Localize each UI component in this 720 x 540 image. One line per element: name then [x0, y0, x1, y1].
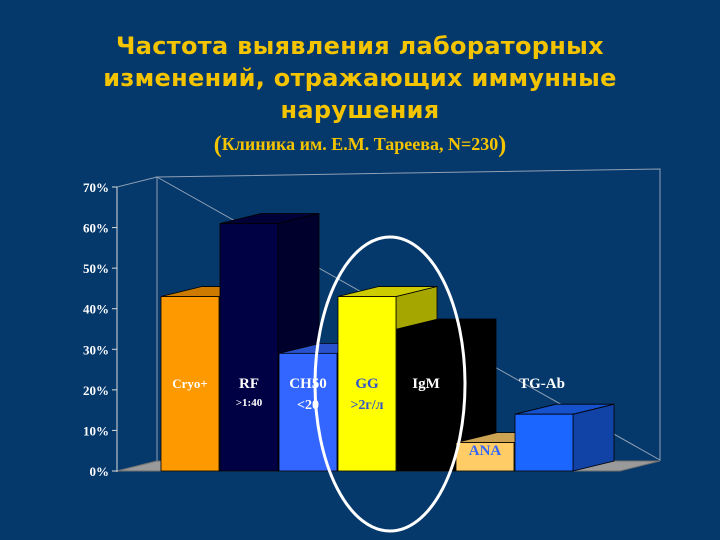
bar-label: TG-Ab — [519, 376, 565, 392]
bar-label: CH50 — [289, 376, 327, 392]
bar-side — [572, 403, 615, 472]
bar-label: ANA — [469, 443, 502, 459]
y-tick-label: 30% — [83, 342, 109, 357]
chart-subtitle: (Клиника им. Е.М. Тареева, N=230) — [0, 132, 720, 159]
title-line-1: Частота выявления лабораторных — [116, 32, 604, 60]
bar-sub-label: >1:40 — [236, 397, 263, 409]
y-tick-label: 60% — [83, 221, 109, 236]
bar — [219, 223, 279, 472]
bar — [337, 296, 397, 472]
subtitle-close-paren: ) — [498, 132, 507, 158]
highlight-ellipse — [313, 235, 467, 533]
subtitle-open-paren: ( — [213, 132, 222, 158]
y-tick-label: 10% — [83, 423, 109, 438]
bar — [278, 352, 338, 472]
y-tick-label: 40% — [83, 302, 109, 317]
bar-label: Cryo+ — [172, 376, 208, 391]
bar — [514, 413, 574, 472]
y-tick-label: 50% — [83, 261, 109, 276]
subtitle-text: Клиника им. Е.М. Тареева, N=230 — [221, 134, 499, 154]
bar-label: RF — [239, 376, 259, 392]
bar-label: IgM — [412, 376, 440, 392]
bar-label: GG — [355, 376, 379, 392]
title-line-2: изменений, отражающих иммунные — [103, 64, 617, 92]
chart-title: Частота выявления лабораторных изменений… — [0, 30, 720, 126]
y-tick-label: 70% — [83, 180, 109, 195]
bar-sub-label: >2г/л — [350, 398, 383, 413]
y-tick-label: 20% — [83, 383, 109, 398]
bar-sub-label: <20 — [297, 398, 319, 413]
title-line-3: нарушения — [280, 96, 440, 124]
bar — [160, 296, 220, 472]
y-tick-label: 0% — [90, 464, 110, 479]
side-wall — [116, 176, 158, 472]
bar — [396, 328, 456, 472]
